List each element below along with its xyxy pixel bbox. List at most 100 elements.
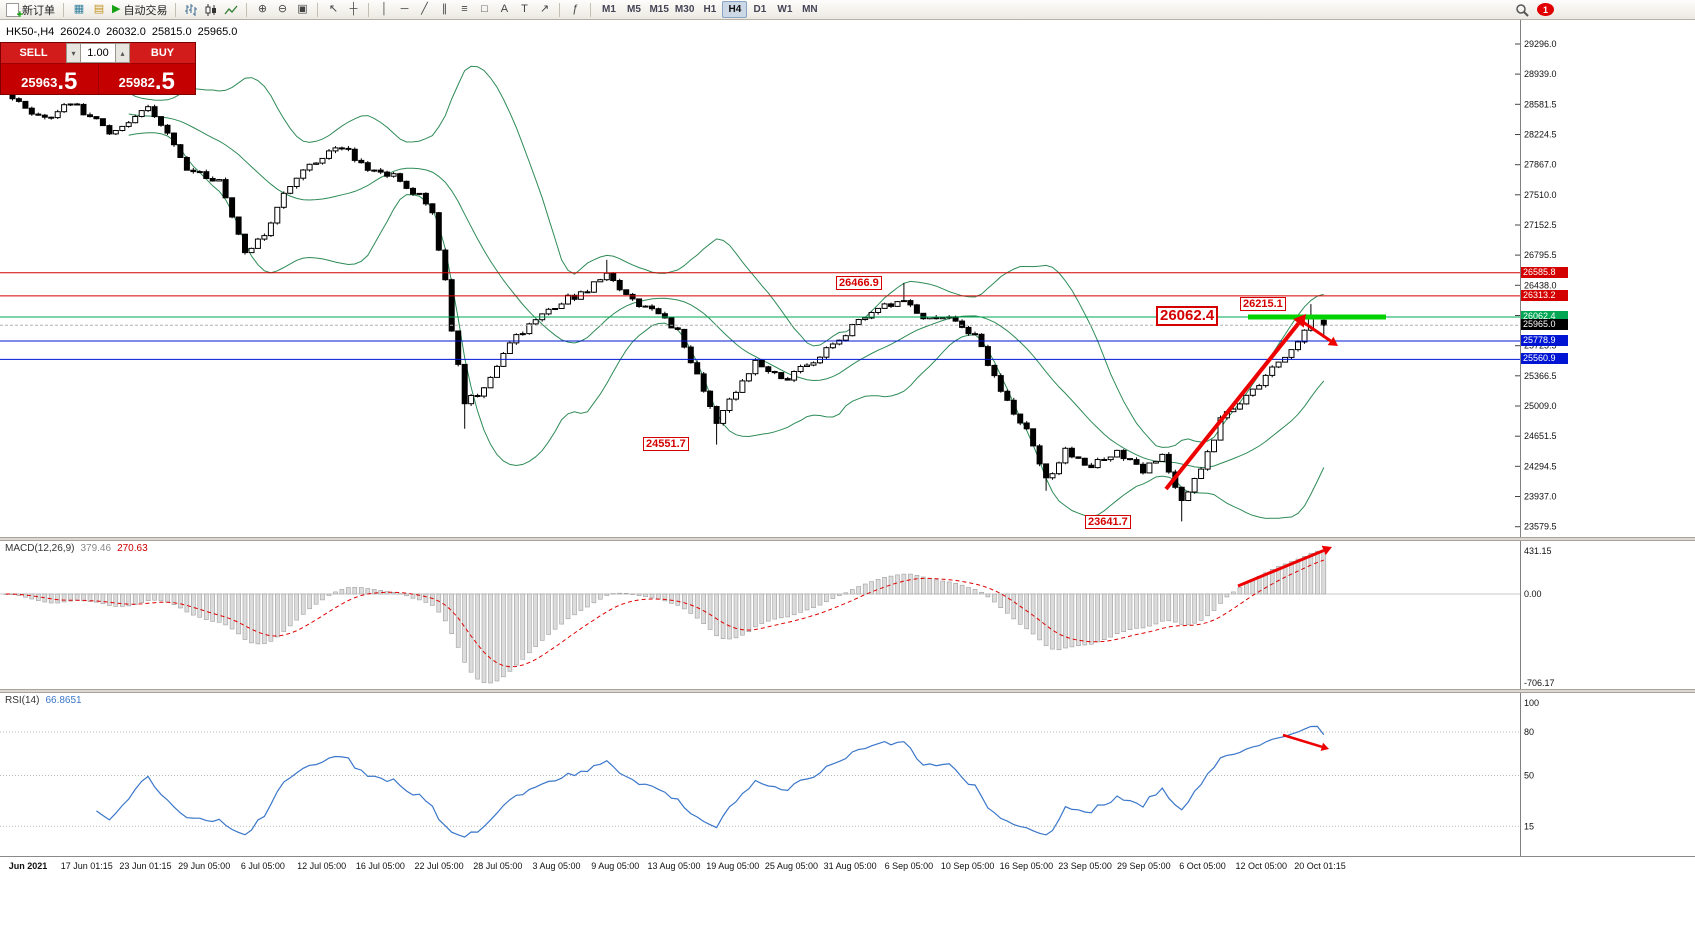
macd-signal-value: 270.63: [117, 543, 148, 554]
timeframe-w1[interactable]: W1: [772, 1, 797, 18]
rsi-tick-label: 100: [1524, 698, 1539, 708]
zoom-out-button[interactable]: ⊖: [272, 1, 292, 18]
arrows-tool-icon: ↗: [539, 3, 550, 15]
candlestick-chart-type-button[interactable]: [201, 1, 221, 18]
time-axis-label: 19 Aug 05:00: [706, 861, 760, 871]
arrows-tool-button[interactable]: ↗: [534, 1, 554, 18]
plus-icon: +: [16, 8, 23, 21]
sell-price-frac: .5: [57, 67, 78, 95]
toolbar-separator: [590, 2, 592, 17]
macd-title: MACD(12,26,9): [5, 543, 75, 554]
text-tool-icon: A: [500, 3, 509, 15]
time-axis-label: Jun 2021: [8, 861, 48, 871]
toolbar-separator: [175, 2, 177, 17]
toolbar-separator: [317, 2, 319, 17]
panel-separator[interactable]: [0, 689, 1695, 693]
price-tick-label: 23579.5: [1524, 522, 1557, 532]
buy-price-display[interactable]: 25982.5: [97, 64, 196, 95]
volume-input[interactable]: 1.00: [81, 43, 115, 63]
buy-price-main: 25982: [118, 75, 155, 91]
macd-panel[interactable]: 431.15 0.00 -706.17 MACD(12,26,9) 379.46 2…: [0, 541, 1695, 689]
time-axis-label: 20 Oct 01:15: [1294, 861, 1346, 871]
bar-chart-icon: [185, 3, 198, 16]
toolbar-separator: [246, 2, 248, 17]
candlestick-chart[interactable]: 29296.0 28939.0 28581.5 28224.5 27867.0 27510…: [0, 19, 1695, 537]
time-axis-label: 6 Sep 05:00: [884, 861, 934, 871]
price-axis[interactable]: 29296.0 28939.0 28581.5 28224.5 27867.0 27510…: [1515, 19, 1557, 537]
time-axis-label: 6 Oct 05:00: [1179, 861, 1226, 871]
time-axis-label: 28 Jul 05:00: [473, 861, 523, 871]
charts-button[interactable]: ▦: [69, 1, 89, 18]
time-axis-label: 10 Sep 05:00: [940, 861, 995, 871]
toolbar-right-group: 1: [1512, 0, 1554, 19]
new-order-label: 新订单: [22, 4, 55, 17]
autotrading-button[interactable]: ▶ 自动交易: [109, 1, 170, 18]
rsi-tick-label: 50: [1524, 771, 1534, 781]
macd-histogram: [3, 550, 1327, 684]
timeframe-h1[interactable]: H1: [697, 1, 722, 18]
label-tool-button[interactable]: T: [514, 1, 534, 18]
crosshair-button[interactable]: ┼: [343, 1, 363, 18]
buy-button[interactable]: BUY: [130, 43, 195, 63]
rsi-tick-label: 80: [1524, 727, 1534, 737]
rsi-title: RSI(14): [5, 695, 40, 706]
fibonacci-tool-button[interactable]: ≡: [454, 1, 474, 18]
price-tick-label: 24651.5: [1524, 431, 1557, 441]
timeframe-mn[interactable]: MN: [797, 1, 822, 18]
cursor-button[interactable]: ↖: [323, 1, 343, 18]
shapes-tool-button[interactable]: □: [474, 1, 494, 18]
timeframe-d1[interactable]: D1: [747, 1, 772, 18]
line-chart-type-button[interactable]: [221, 1, 241, 18]
vertical-line-tool-button[interactable]: │: [374, 1, 394, 18]
notification-badge[interactable]: 1: [1537, 3, 1554, 16]
chart-drawings[interactable]: [1164, 314, 1386, 491]
cursor-icon: ↖: [328, 3, 339, 15]
channel-tool-button[interactable]: ∥: [434, 1, 454, 18]
search-button[interactable]: [1512, 1, 1532, 18]
timeframe-m5[interactable]: M5: [621, 1, 646, 18]
timeframe-m1[interactable]: M1: [596, 1, 621, 18]
price-tick-label: 27867.0: [1524, 160, 1557, 170]
time-axis[interactable]: Jun 2021 17 Jun 01:15 23 Jun 01:15 29 Jun 0…: [0, 856, 1695, 877]
charts-icon: ▦: [73, 3, 85, 15]
panel-separator[interactable]: [0, 537, 1695, 541]
price-chart-panel[interactable]: 29296.0 28939.0 28581.5 28224.5 27867.0 27510…: [0, 19, 1695, 537]
new-order-button[interactable]: + 新订单: [3, 1, 58, 20]
profiles-button[interactable]: ▤: [89, 1, 109, 18]
sell-price-display[interactable]: 25963.5: [1, 64, 98, 94]
macd-chart[interactable]: 431.15 0.00 -706.17: [0, 541, 1695, 689]
volume-decrease-button[interactable]: ▾: [66, 43, 81, 63]
timeframe-m15[interactable]: M15: [646, 1, 671, 18]
indicators-button[interactable]: ƒ: [565, 1, 585, 18]
price-tick-label: 27510.0: [1524, 190, 1557, 200]
sell-button[interactable]: SELL: [1, 43, 66, 63]
price-tick-label: 25009.0: [1524, 401, 1557, 411]
indicators-icon: ƒ: [572, 3, 579, 15]
rsi-panel[interactable]: 100 80 50 15 RSI(14) 66.8651: [0, 693, 1695, 856]
tile-windows-button[interactable]: ▣: [292, 1, 312, 18]
zoom-out-icon: ⊖: [277, 3, 288, 15]
autotrading-play-icon: ▶: [112, 3, 121, 15]
profiles-icon: ▤: [93, 3, 105, 15]
macd-axis[interactable]: 431.15 0.00 -706.17: [1520, 541, 1555, 689]
new-order-icon: +: [6, 2, 23, 20]
vertical-line-icon: │: [381, 3, 388, 15]
rsi-chart[interactable]: 100 80 50 15: [0, 693, 1695, 856]
toolbar-separator: [559, 2, 561, 17]
horizontal-line-tool-button[interactable]: ─: [394, 1, 414, 18]
toolbar-separator: [63, 2, 64, 17]
tile-windows-icon: ▣: [297, 3, 308, 15]
macd-signal-line: [5, 559, 1324, 668]
rsi-axis[interactable]: 100 80 50 15: [1520, 693, 1540, 856]
chevron-up-icon: ▴: [120, 48, 125, 58]
rsi-value: 66.8651: [45, 695, 82, 706]
time-axis-label: 6 Jul 05:00: [240, 861, 285, 871]
trendline-tool-button[interactable]: ╱: [414, 1, 434, 18]
zoom-in-button[interactable]: ⊕: [252, 1, 272, 18]
volume-increase-button[interactable]: ▴: [115, 43, 130, 63]
timeframe-m30[interactable]: M30: [672, 1, 697, 18]
bar-chart-type-button[interactable]: [181, 1, 201, 18]
timeframe-h4[interactable]: H4: [722, 1, 748, 18]
text-tool-button[interactable]: A: [494, 1, 514, 18]
buy-price-frac: .5: [154, 67, 175, 95]
